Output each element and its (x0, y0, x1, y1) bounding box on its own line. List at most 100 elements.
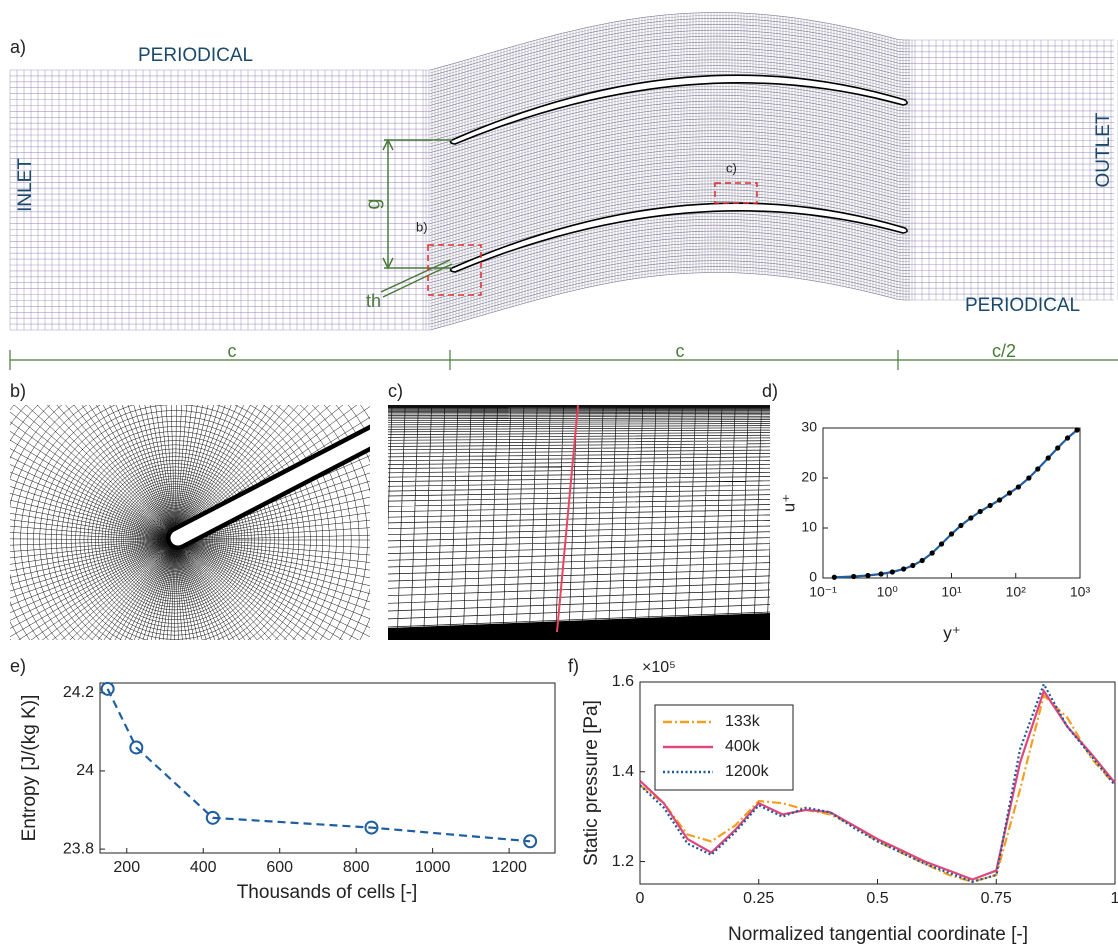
legend-label: 400k (725, 738, 761, 755)
x-tick-label: 0 (636, 890, 645, 907)
dimension-label: c (676, 341, 685, 361)
data-point (948, 531, 955, 537)
zoom-box (427, 244, 482, 296)
panel-label: e) (10, 656, 26, 676)
data-point (977, 508, 983, 515)
x-tick-label: 600 (266, 859, 293, 876)
series-line (639, 681, 1116, 883)
throat-line (380, 259, 453, 298)
data-point (1026, 475, 1032, 481)
data-point (968, 515, 974, 521)
series-line (106, 688, 531, 843)
data-point (889, 569, 895, 575)
data-point (1055, 445, 1061, 451)
data-point (100, 681, 115, 696)
series-line (834, 429, 1078, 579)
x-tick-label: 0.5 (866, 890, 888, 907)
data-point (1064, 435, 1071, 441)
pitch-label: g (362, 198, 384, 209)
y-tick-label: 30 (801, 419, 817, 435)
wall-normal (556, 405, 579, 633)
data-point (851, 573, 857, 580)
x-axis-label: y⁺ (943, 623, 960, 642)
mesh-c (388, 405, 770, 640)
x-tick-label: 0.25 (743, 890, 774, 907)
y-tick-label: 23.8 (63, 840, 94, 857)
y-axis-label: Static pressure [Pa] (581, 700, 602, 866)
blade (170, 429, 370, 546)
x-tick-label: 10¹ (941, 584, 962, 600)
y-tick-label: 1.2 (612, 853, 634, 870)
mesh-lines (388, 405, 770, 640)
y-axis-label: Entropy [J/(kg K)] (19, 695, 40, 842)
data-point (831, 574, 837, 580)
data-point (865, 572, 871, 579)
x-axis-label: Normalized tangential coordinate [-] (728, 924, 1028, 945)
data-point (938, 541, 945, 547)
y-tick-label: 10 (801, 519, 817, 535)
zoom-label: b) (416, 219, 428, 234)
x-axis-label: Thousands of cells [-] (237, 882, 418, 903)
data-point (878, 571, 884, 577)
panel-label: a) (10, 37, 26, 57)
panel-label: f) (568, 656, 579, 676)
zoom-box (714, 182, 758, 204)
y-axis-label: u⁺ (779, 494, 798, 512)
x-tick-label: 1000 (415, 859, 451, 876)
y-tick-label: 1.6 (612, 673, 634, 690)
dimension-label: c/2 (992, 341, 1016, 361)
x-tick-label: 200 (113, 859, 140, 876)
blade (449, 202, 908, 273)
plot-frame (822, 427, 1081, 579)
dimension-line (9, 350, 1118, 370)
panel-label: c) (388, 381, 403, 401)
x-tick-label: 10² (1006, 584, 1027, 600)
y-tick-label: 24 (76, 762, 94, 779)
plot-frame (99, 682, 556, 854)
x-tick-label: 1200 (491, 859, 527, 876)
y-tick-label: 24.2 (63, 684, 94, 701)
data-point (1045, 455, 1051, 461)
data-point (364, 820, 379, 835)
axis-multiplier: ×10⁵ (642, 659, 676, 676)
data-point (205, 810, 220, 825)
data-point (129, 740, 144, 755)
data-point (958, 522, 964, 529)
panel-label: d) (762, 381, 778, 401)
x-tick-label: 10⁰ (877, 584, 899, 600)
boundary-label: INLET (15, 158, 36, 212)
mesh-a (9, 12, 1118, 370)
data-point (1015, 484, 1022, 490)
y-tick-label: 0 (809, 569, 817, 585)
series-line (639, 688, 1116, 881)
zoom-label: c) (726, 160, 737, 175)
x-tick-label: 1 (1111, 890, 1118, 907)
panel-label: b) (10, 381, 26, 401)
pitch-dimension (382, 138, 452, 270)
x-tick-label: 800 (343, 859, 370, 876)
data-point (910, 562, 916, 569)
data-point (1074, 427, 1080, 433)
data-point (929, 550, 935, 556)
legend-label: 1200k (725, 763, 770, 780)
mesh-b (10, 405, 370, 640)
boundary-label: OUTLET (1093, 112, 1114, 187)
data-point (523, 834, 538, 849)
data-point (996, 497, 1003, 503)
data-point (987, 502, 993, 509)
data-point (1035, 466, 1041, 472)
legend-label: 133k (725, 713, 761, 730)
y-tick-label: 1.4 (612, 763, 634, 780)
y-tick-label: 20 (801, 469, 817, 485)
data-point (919, 557, 925, 564)
x-tick-label: 10⁻¹ (809, 584, 837, 600)
x-tick-label: 0.75 (981, 890, 1012, 907)
x-tick-label: 10³ (1070, 584, 1091, 600)
x-tick-label: 400 (190, 859, 217, 876)
boundary-label: PERIODICAL (138, 45, 253, 66)
blade (449, 74, 908, 145)
dimension-label: c (228, 341, 237, 361)
boundary-label: PERIODICAL (965, 295, 1080, 316)
throat-label: th (366, 291, 381, 311)
